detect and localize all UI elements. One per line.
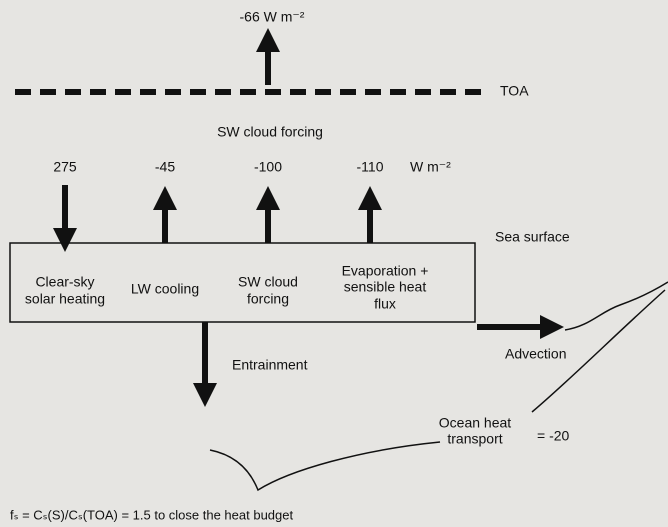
ocean-heat-value: = -20 [537,428,570,444]
box-label: solar heating [25,291,105,307]
box-label: Evaporation + [342,263,429,279]
curve [531,289,666,413]
curve [564,281,668,331]
flux: -45 [155,159,175,175]
curve [209,441,441,492]
box-label: Clear-sky [35,274,94,290]
box-label: forcing [247,291,289,307]
box-label: flux [374,296,396,312]
flux: -110 [357,159,384,175]
ocean-box [9,242,476,323]
ocean-heat-transport: Ocean heat [439,415,511,431]
flux: 275 [53,159,77,175]
entrainment: Entrainment [232,357,308,373]
flux-unit: W m⁻² [410,159,451,175]
sea-surface: Sea surface [495,229,570,245]
ocean-heat-transport: transport [447,431,502,447]
advection: Advection [505,346,566,362]
sw-cloud-forcing: SW cloud forcing [217,124,323,140]
box-label: sensible heat [344,279,427,295]
toa-label: TOA [500,83,529,99]
formula: fₛ = Cₛ(S)/Cₛ(TOA) = 1.5 to close the he… [10,507,294,522]
toa-flux: -66 W m⁻² [240,9,305,25]
flux: -100 [254,159,282,175]
box-label: SW cloud [238,274,298,290]
box-label: LW cooling [131,281,199,297]
